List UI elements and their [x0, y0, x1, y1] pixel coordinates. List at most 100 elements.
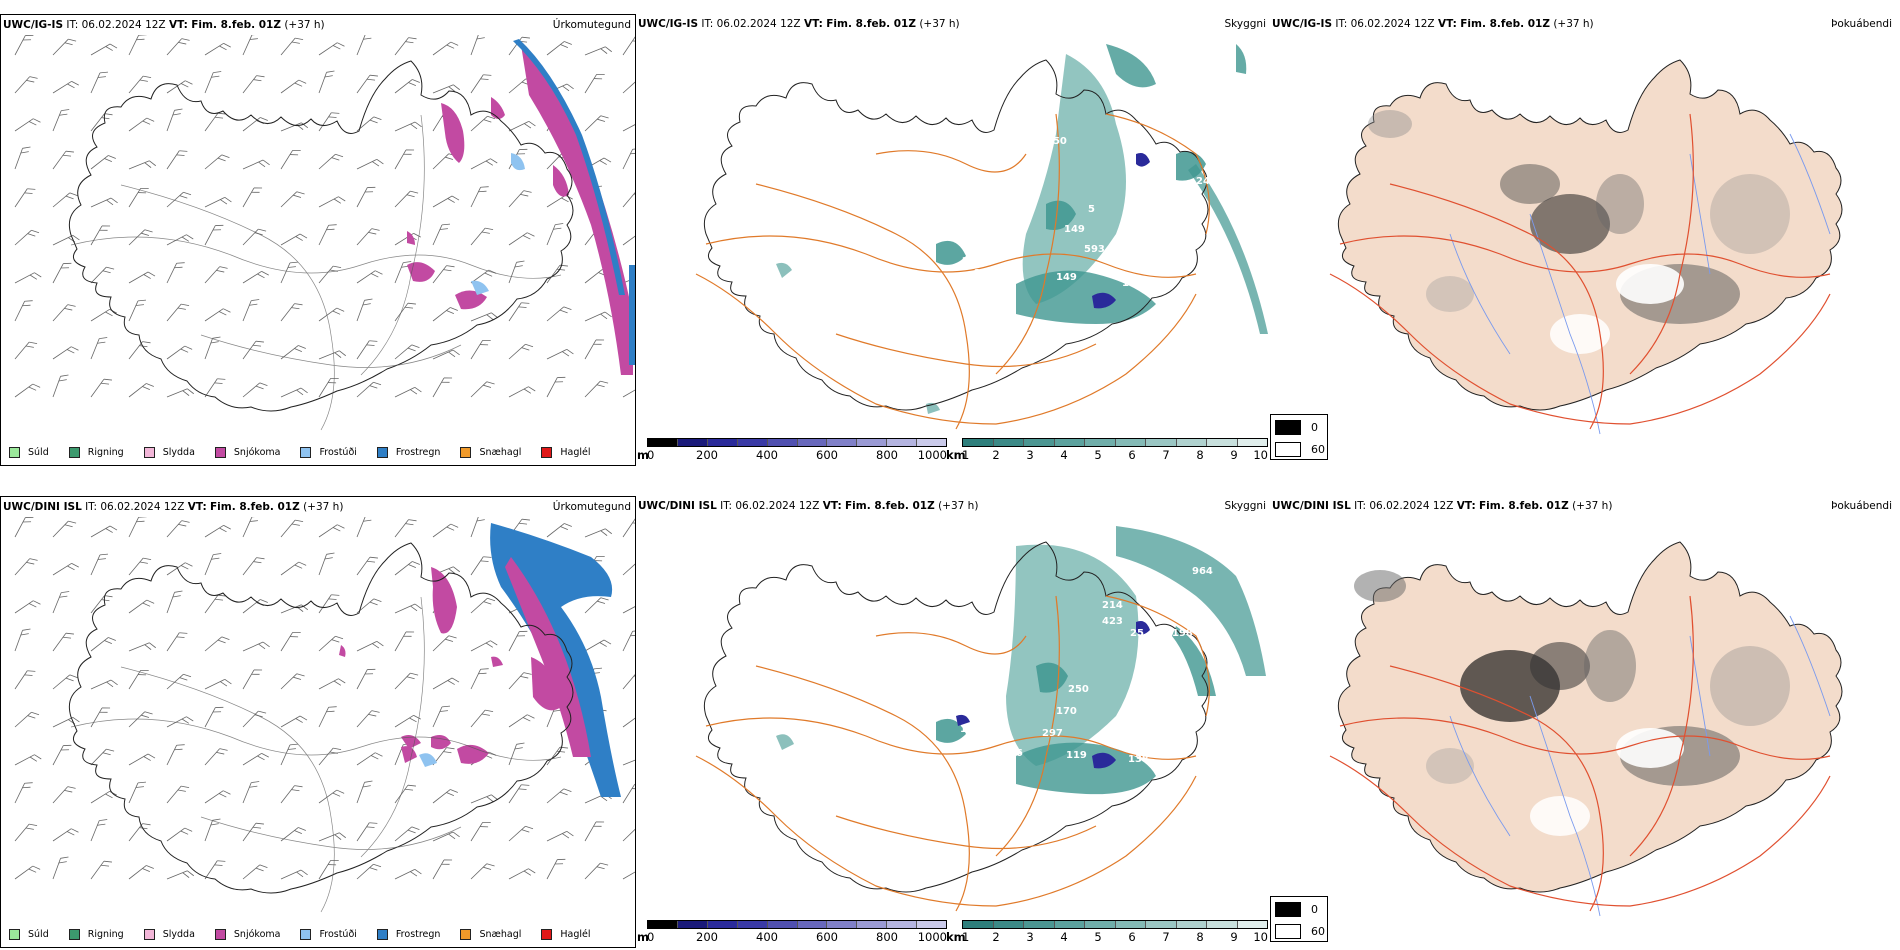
scale-tick-label: 4 — [1060, 930, 1068, 944]
scale-cell — [1237, 921, 1267, 928]
vt-value: Fim. 8.feb. 01Z — [210, 501, 300, 513]
visibility-value-label: 203 — [962, 256, 983, 267]
legend-label: Snjókoma — [233, 446, 281, 458]
scale-tick-label: 0 — [647, 448, 655, 462]
visibility-value-labels: 964 214 423 25 198 23 250 170 297 175 300 186 119 513… — [960, 566, 1213, 765]
legend-swatch — [376, 446, 388, 458]
scale-cell — [1115, 439, 1146, 446]
scale-tick-label: 2 — [992, 930, 1000, 944]
scale-cell — [827, 439, 858, 446]
legend-swatch — [541, 928, 553, 940]
visibility-value-label: 149 — [1064, 224, 1085, 235]
scale-tick-label: 600 — [816, 448, 838, 462]
iceland-outline — [68, 542, 574, 894]
visibility-value-label: 206 — [974, 268, 995, 279]
model-name: UWC/IG-IS — [3, 19, 64, 31]
scale-cell — [648, 439, 678, 446]
visibility-scale-2: 1 2 3 4 5 6 7 8 9 10 — [962, 920, 1268, 950]
legend-label: Slydda — [162, 928, 195, 940]
fog-legend-max: 60 — [1311, 924, 1325, 938]
lead-time: (+37 h) — [1572, 500, 1613, 512]
model-name: UWC/DINI ISL — [1272, 500, 1351, 512]
road-network — [1329, 595, 1831, 912]
scale-tick-label: 5 — [1094, 448, 1102, 462]
visibility-value-label: 5 — [1120, 734, 1127, 745]
rivers — [1449, 615, 1831, 917]
legend-label: Haglél — [560, 928, 591, 940]
legend-item: Frostúði — [294, 928, 357, 940]
it-label: IT: — [85, 501, 98, 513]
legend-label: Súld — [28, 928, 49, 940]
legend-swatch — [300, 446, 312, 458]
visibility-value-label: 35 — [1168, 740, 1182, 751]
precip-map — [14, 517, 635, 913]
scale-cell — [1054, 439, 1085, 446]
model-name: UWC/IG-IS — [1272, 18, 1333, 30]
scale-cell — [887, 439, 918, 446]
scale-cell — [917, 439, 947, 446]
visibility-value-label: 149 — [1056, 272, 1077, 283]
scale-tick-label: 7 — [1162, 930, 1170, 944]
visibility-value-label: 205 — [1000, 272, 1021, 283]
legend-label: Snjókoma — [233, 928, 281, 940]
scale-tick-label: 600 — [816, 930, 838, 944]
road-network — [695, 595, 1210, 912]
visibility-value-label: 850 — [1046, 136, 1067, 147]
legend-label: Súld — [28, 446, 49, 458]
legend-swatch — [9, 928, 20, 940]
visibility-value-label: 116 — [1122, 278, 1143, 289]
legend-label: Frostregn — [395, 928, 441, 940]
scale-tick-label: 8 — [1196, 448, 1204, 462]
vt-label: VT: — [803, 18, 823, 30]
legend-item: Frostregn — [371, 446, 440, 458]
vt-value: Fim. 8.feb. 01Z — [1460, 18, 1550, 30]
model-name: UWC/DINI ISL — [3, 501, 82, 513]
scale-tick-label: 1 — [962, 448, 970, 462]
legend-label: Frostúði — [319, 446, 357, 458]
road-network — [70, 114, 562, 431]
scale-cell — [797, 439, 828, 446]
vt-label: VT: — [822, 500, 842, 512]
visibility-value-label: 12 — [1166, 264, 1180, 275]
legend-item: Frostregn — [371, 928, 441, 940]
legend-item: Slydda — [138, 928, 195, 940]
scale-cell — [737, 439, 768, 446]
lead-time: (+37 h) — [938, 500, 979, 512]
visibility-panel-2: UWC/DINI ISL IT: 06.02.2024 12Z VT: Fim.… — [636, 496, 1270, 948]
scale-cell — [1176, 439, 1207, 446]
legend-item: Haglél — [535, 928, 591, 940]
scale-tick-label: 7 — [1162, 448, 1170, 462]
scale-cell — [887, 921, 918, 928]
precip-legend: Súld Rigning Slydda Snjókoma Frostúði Frostre… — [3, 925, 605, 943]
scale-cell — [1146, 921, 1177, 928]
scale-cell — [1024, 921, 1055, 928]
it-label: IT: — [1335, 18, 1348, 30]
vt-value: Fim. 8.feb. 01Z — [191, 19, 281, 31]
visibility-value-label: 186 — [1002, 748, 1023, 759]
scale-tick-label: 400 — [756, 930, 778, 944]
it-value: 06.02.2024 12Z — [1369, 500, 1454, 512]
panel-title: Þokuábendi — [1831, 500, 1892, 512]
legend-item: Frostúði — [294, 446, 357, 458]
scale-cell — [963, 921, 994, 928]
scale-tick-label: 10 — [1253, 448, 1268, 462]
lead-time: (+37 h) — [284, 19, 325, 31]
legend-item: Haglél — [535, 446, 591, 458]
scale-tick-label: 200 — [696, 448, 718, 462]
it-label: IT: — [1354, 500, 1367, 512]
scale-cell — [857, 921, 888, 928]
scale-cell — [1146, 439, 1177, 446]
panel-title: Úrkomutegund — [552, 501, 631, 513]
scale-tick-label: 1000 — [917, 448, 947, 462]
vt-value: Fim. 8.feb. 01Z — [826, 18, 916, 30]
scale-cell — [993, 439, 1024, 446]
panel-header: UWC/IG-IS IT: 06.02.2024 12Z VT: Fim. 8.… — [3, 19, 635, 33]
visibility-value-label: 25 — [1130, 628, 1144, 639]
fog-map — [1329, 59, 1843, 435]
scale-tick-label: 3 — [1026, 448, 1034, 462]
model-name: UWC/DINI ISL — [638, 500, 717, 512]
legend-swatch — [460, 928, 472, 940]
legend-item: Súld — [3, 446, 49, 458]
road-network — [695, 113, 1210, 430]
